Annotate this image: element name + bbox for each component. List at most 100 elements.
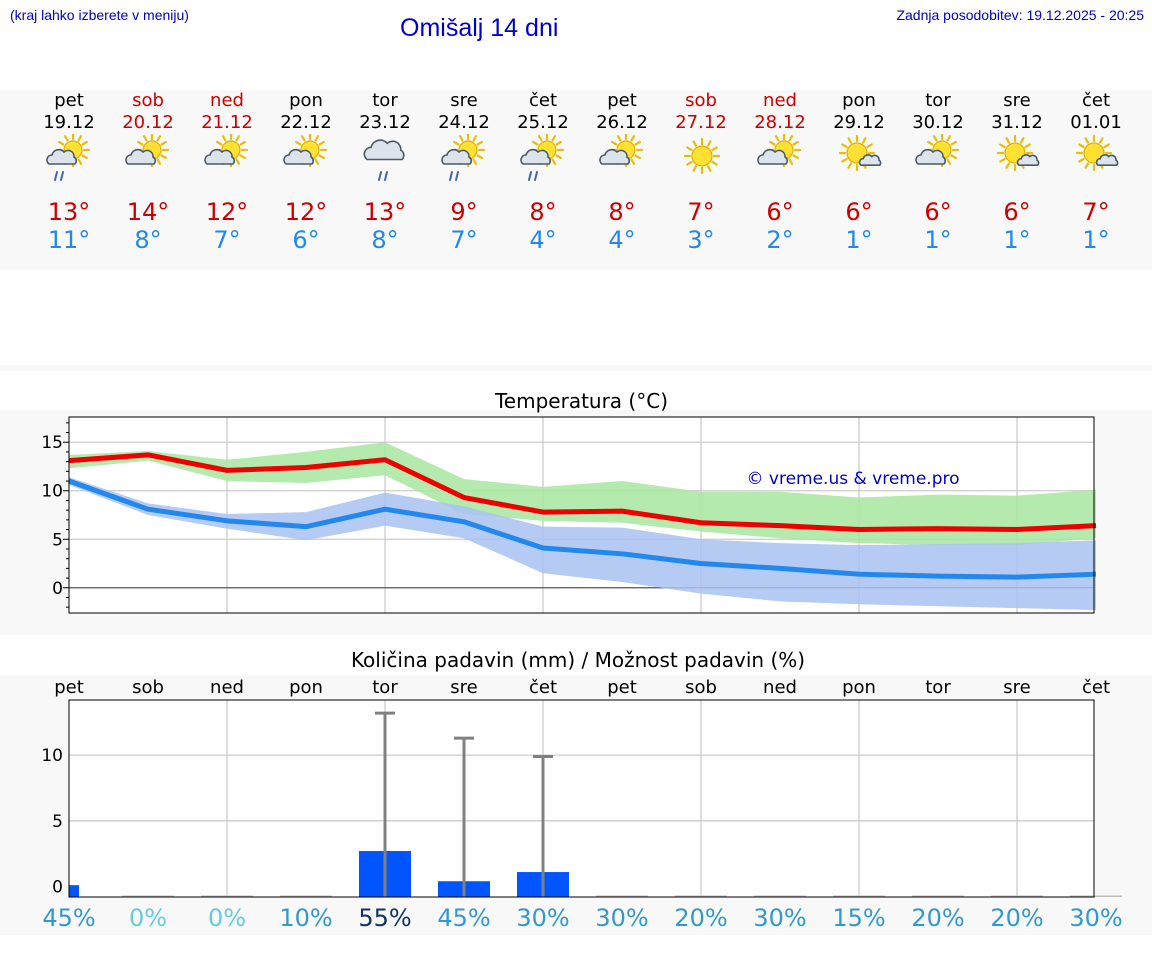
day-date: 23.12 xyxy=(359,112,411,133)
page-title: Omišalj 14 dni xyxy=(400,14,559,42)
precip-probability-label: 55% xyxy=(358,904,411,932)
precip-probability-label: 20% xyxy=(990,904,1043,932)
min-temp: 8° xyxy=(134,226,162,254)
precip-probability-label: 45% xyxy=(437,904,490,932)
precip-day-label: sre xyxy=(450,677,477,698)
precip-bar xyxy=(1070,895,1122,897)
day-name: sob xyxy=(685,90,717,111)
y-tick-label: 10 xyxy=(41,482,63,502)
precip-bar xyxy=(675,895,727,897)
max-temp: 6° xyxy=(766,198,794,226)
precip-day-label: sre xyxy=(1003,677,1030,698)
temperature-chart-title: Temperatura (°C) xyxy=(494,389,668,413)
min-temp: 7° xyxy=(450,226,478,254)
precip-day-label: pet xyxy=(54,677,84,698)
precip-bar xyxy=(596,895,648,897)
day-date: 25.12 xyxy=(517,112,569,133)
precip-bar xyxy=(833,895,885,897)
forecast-strip: pet 19.12 13° 11° sob 20.12 14° 8° ned 21.12 12° 7°… xyxy=(0,90,1152,270)
sun-small-cloud-icon xyxy=(996,134,1040,172)
precip-bar xyxy=(201,895,253,897)
sun-icon xyxy=(683,137,721,175)
forecast-band xyxy=(0,90,1152,270)
precip-probability-label: 0% xyxy=(129,904,167,932)
max-temp: 7° xyxy=(1082,198,1110,226)
max-temp: 8° xyxy=(608,198,636,226)
precip-day-label: sob xyxy=(132,677,164,698)
day-date: 30.12 xyxy=(912,112,964,133)
sun-small-cloud-icon xyxy=(1075,134,1119,172)
precip-day-label: pon xyxy=(289,677,323,698)
day-date: 24.12 xyxy=(438,112,490,133)
precip-probability-label: 10% xyxy=(279,904,332,932)
sun-small-cloud-icon xyxy=(838,134,882,172)
sun-cloud-icon xyxy=(283,134,328,168)
sun-cloud-rain-icon xyxy=(46,134,91,181)
max-temp: 9° xyxy=(450,198,478,226)
max-temp: 13° xyxy=(363,198,407,226)
temperature-plot-frame xyxy=(68,416,1095,614)
day-date: 21.12 xyxy=(201,112,253,133)
max-temp-line xyxy=(68,452,1097,533)
precip-bar xyxy=(122,895,174,897)
precip-day-label: čet xyxy=(529,677,557,698)
max-temp: 7° xyxy=(687,198,715,226)
precip-probability-label: 45% xyxy=(42,904,95,932)
day-date: 22.12 xyxy=(280,112,332,133)
precip-chart-title: Količina padavin (mm) / Možnost padavin … xyxy=(351,648,805,672)
day-date: 01.01 xyxy=(1070,112,1122,133)
day-date: 20.12 xyxy=(122,112,174,133)
day-name: čet xyxy=(1081,90,1111,111)
precip-probability-label: 15% xyxy=(832,904,885,932)
day-name: pet xyxy=(54,90,84,111)
y-tick-label: 0 xyxy=(52,877,63,897)
precip-probability-label: 30% xyxy=(753,904,806,932)
min-temp: 4° xyxy=(529,226,557,254)
day-name: sre xyxy=(450,90,478,111)
sun-cloud-icon xyxy=(204,134,249,168)
precip-bar xyxy=(754,895,806,897)
sun-cloud-icon xyxy=(599,134,644,168)
max-temp: 6° xyxy=(845,198,873,226)
watermark-text: © vreme.us & vreme.pro xyxy=(746,469,959,489)
precip-probability-label: 20% xyxy=(911,904,964,932)
precip-day-label: tor xyxy=(372,677,398,698)
day-name: ned xyxy=(210,90,244,111)
precip-bar xyxy=(69,885,79,897)
precip-day-label: pet xyxy=(607,677,637,698)
day-date: 19.12 xyxy=(43,112,95,133)
day-name: sob xyxy=(132,90,164,111)
precip-day-label: pon xyxy=(842,677,876,698)
sun-cloud-rain-icon xyxy=(520,134,565,181)
day-date: 29.12 xyxy=(833,112,885,133)
precip-day-label: sob xyxy=(685,677,717,698)
min-temp: 1° xyxy=(924,226,952,254)
max-temp: 13° xyxy=(47,198,91,226)
sun-cloud-icon xyxy=(125,134,170,168)
day-name: pet xyxy=(607,90,637,111)
precip-probability-label: 0% xyxy=(208,904,246,932)
day-name: tor xyxy=(372,90,398,111)
day-name: pon xyxy=(289,90,323,111)
temperature-chart: Temperatura (°C) 0 5 10 15 © vreme.us & vreme… xyxy=(41,389,1097,614)
precip-day-label: ned xyxy=(210,677,244,698)
y-tick-label: 0 xyxy=(52,579,63,599)
min-temp: 2° xyxy=(766,226,794,254)
precip-bar xyxy=(991,895,1043,897)
min-temp: 7° xyxy=(213,226,241,254)
last-update: Zadnja posodobitev: 19.12.2025 - 20:25 xyxy=(896,7,1144,23)
min-temp: 3° xyxy=(687,226,715,254)
precip-probability-label: 30% xyxy=(595,904,648,932)
precip-probability-label: 30% xyxy=(516,904,569,932)
day-name: čet xyxy=(528,90,558,111)
max-temp: 14° xyxy=(126,198,170,226)
precip-bar xyxy=(280,895,332,897)
precipitation-chart: Količina padavin (mm) / Možnost padavin … xyxy=(41,648,1122,932)
min-temp: 1° xyxy=(1003,226,1031,254)
precip-probability-label: 20% xyxy=(674,904,727,932)
y-tick-label: 5 xyxy=(52,812,63,832)
precip-plot-area xyxy=(69,700,1094,897)
sun-cloud-rain-icon xyxy=(441,134,486,181)
min-temp-range-band xyxy=(69,477,1096,611)
y-tick-label: 5 xyxy=(52,530,63,550)
